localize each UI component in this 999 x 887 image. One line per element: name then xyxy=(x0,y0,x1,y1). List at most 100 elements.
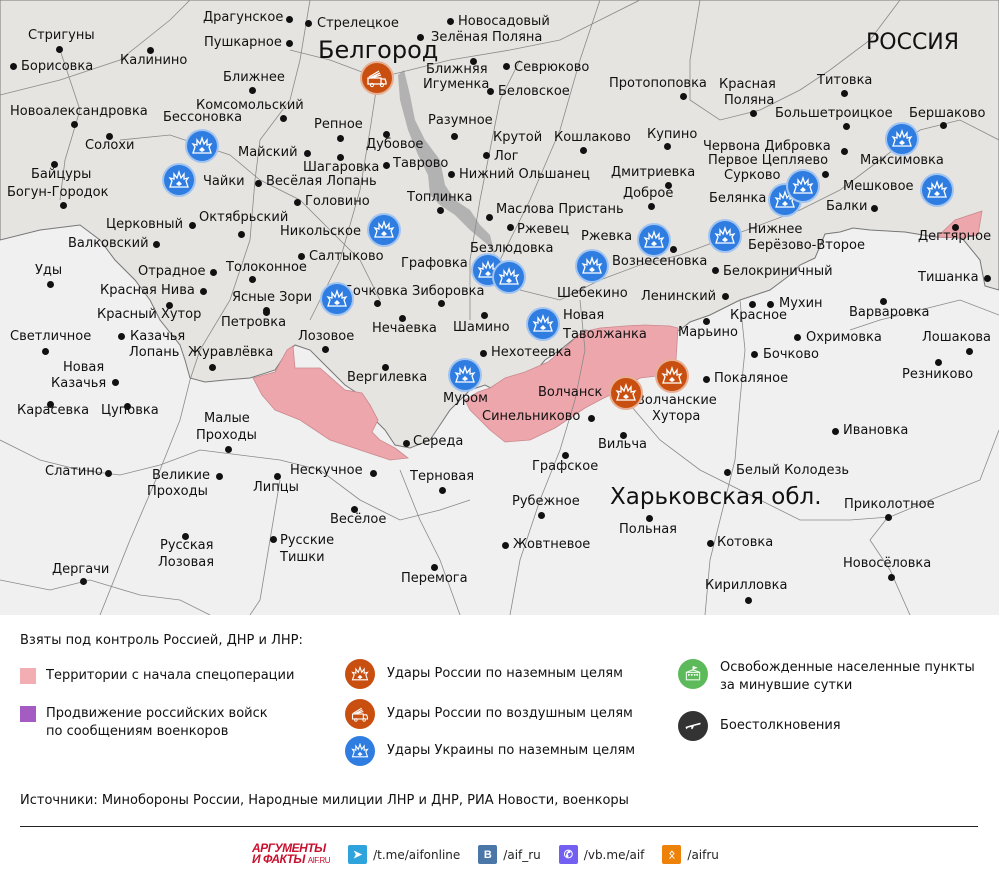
explosion-icon xyxy=(168,169,190,188)
place-label: Весёлая Лопань xyxy=(266,174,377,189)
place-label: Зелёная Поляна xyxy=(431,30,543,45)
place-label: Большетроицкое xyxy=(775,106,893,121)
settlement-dot xyxy=(503,63,510,70)
ru-air-strike-icon xyxy=(345,699,375,729)
settlement-dot xyxy=(487,88,494,95)
place-label: Ближняя xyxy=(426,62,488,77)
legend-label: Освобожденные населенные пункты xyxy=(720,660,975,675)
settlement-dot xyxy=(749,301,756,308)
place-label: Казачья xyxy=(51,376,107,391)
explosion-icon xyxy=(615,382,637,401)
settlement-dot xyxy=(507,224,514,231)
settlement-dot xyxy=(80,578,87,585)
settlement-dot xyxy=(286,40,293,47)
settlement-dot xyxy=(538,512,545,519)
settlement-dot xyxy=(437,207,444,214)
settlement-dot xyxy=(745,597,752,604)
settlement-dot xyxy=(480,350,487,357)
russia-territory xyxy=(0,0,999,449)
ua-ground-strike-marker xyxy=(162,163,196,197)
place-label: Балки xyxy=(826,199,868,214)
place-label: Байцуры xyxy=(31,167,92,182)
settlement-dot xyxy=(60,202,67,209)
social-telegram[interactable]: ➤ /t.me/aifonline xyxy=(348,845,460,864)
settlement-dot xyxy=(665,182,672,189)
settlement-dot xyxy=(843,123,850,130)
settlement-dot xyxy=(648,203,655,210)
place-label: Максимовка xyxy=(860,153,944,168)
settlement-dot xyxy=(209,364,216,371)
place-label: Кирилловка xyxy=(705,578,788,593)
roads xyxy=(0,0,999,615)
place-label: Русские xyxy=(280,533,335,548)
social-odnoklassniki[interactable]: ᛟ /aifru xyxy=(662,845,719,864)
social-link-label[interactable]: /t.me/aifonline xyxy=(373,847,461,862)
settlement-dot xyxy=(374,300,381,307)
legend-item-ru-air: Удары России по воздушным целям xyxy=(345,699,633,729)
ua-ground-strike-marker xyxy=(708,219,742,253)
place-label: Малые xyxy=(204,411,250,426)
settlement-dot xyxy=(750,110,757,117)
social-vk[interactable]: В /aif_ru xyxy=(478,845,541,864)
place-label: Терновая xyxy=(410,469,475,484)
rocket-launcher-icon xyxy=(367,70,387,88)
place-label: Волчанские xyxy=(636,393,717,408)
settlement-dot xyxy=(399,315,406,322)
place-label: Бочковка xyxy=(344,284,408,299)
place-label: Волчанск xyxy=(538,385,603,400)
place-label: Купино xyxy=(647,127,698,142)
settlement-dot xyxy=(502,542,509,549)
settlement-dot xyxy=(263,309,270,316)
aif-logo[interactable]: АРГУМЕНТЫ И ФАКТЫ AIF.RU xyxy=(252,841,331,866)
place-label: Поляна xyxy=(724,93,775,108)
place-label: Октябрьский xyxy=(199,210,289,225)
settlement-dot xyxy=(703,376,710,383)
place-label: Головино xyxy=(305,194,370,209)
settlement-dot xyxy=(767,301,774,308)
settlement-dot xyxy=(249,276,256,283)
settlement-dot xyxy=(940,122,947,129)
settlement-dot xyxy=(42,348,49,355)
settlement-dot xyxy=(270,536,277,543)
settlement-dot xyxy=(680,93,687,100)
settlement-dot xyxy=(71,121,78,128)
place-label: Крутой xyxy=(493,130,543,145)
place-label: Солохи xyxy=(85,138,135,153)
social-link-label[interactable]: /vb.me/aif xyxy=(583,847,645,862)
settlement-dot xyxy=(439,487,446,494)
ua-ground-strike-marker xyxy=(637,223,671,257)
place-label: Таволжанка xyxy=(563,327,647,342)
place-label: Беловское xyxy=(498,84,570,99)
legend-item-clash: Боестолкновения xyxy=(678,711,841,741)
settlement-dot xyxy=(664,143,671,150)
settlement-dot xyxy=(646,515,653,522)
settlement-dot xyxy=(274,473,281,480)
social-link-label[interactable]: /aifru xyxy=(687,847,719,862)
place-label: Перемога xyxy=(401,571,468,586)
settlement-dot xyxy=(703,318,710,325)
place-label: Берёзово-Второе xyxy=(748,238,865,253)
place-label: Вильча xyxy=(598,437,647,452)
explosion-icon xyxy=(643,229,665,248)
controlled-territory-degtyarnoe xyxy=(936,210,983,239)
place-label: Таврово xyxy=(393,156,449,171)
place-label: Красная Нива xyxy=(100,283,195,298)
place-label: Салтыково xyxy=(309,249,384,264)
settlement-dot xyxy=(670,246,677,253)
place-label: Дмитриевка xyxy=(611,165,696,180)
ru-ground-strike-icon xyxy=(345,659,375,689)
place-label: Казачья xyxy=(130,329,186,344)
place-label: Карасевка xyxy=(17,403,90,418)
explosion-icon xyxy=(581,255,603,274)
place-label: Белокриничный xyxy=(723,264,833,279)
social-link-label[interactable]: /aif_ru xyxy=(503,847,541,862)
place-label: Петровка xyxy=(221,315,287,330)
place-label: Бершаково xyxy=(909,106,986,121)
place-label: Титовка xyxy=(817,73,873,88)
social-viber[interactable]: ✆ /vb.me/aif xyxy=(558,845,645,864)
place-label: Великие xyxy=(152,468,210,483)
place-label: Калинино xyxy=(120,53,188,68)
legend-title: Взяты под контроль Россией, ДНР и ЛНР: xyxy=(20,633,303,648)
settlement-dot xyxy=(403,440,410,447)
settlement-dot xyxy=(225,446,232,453)
